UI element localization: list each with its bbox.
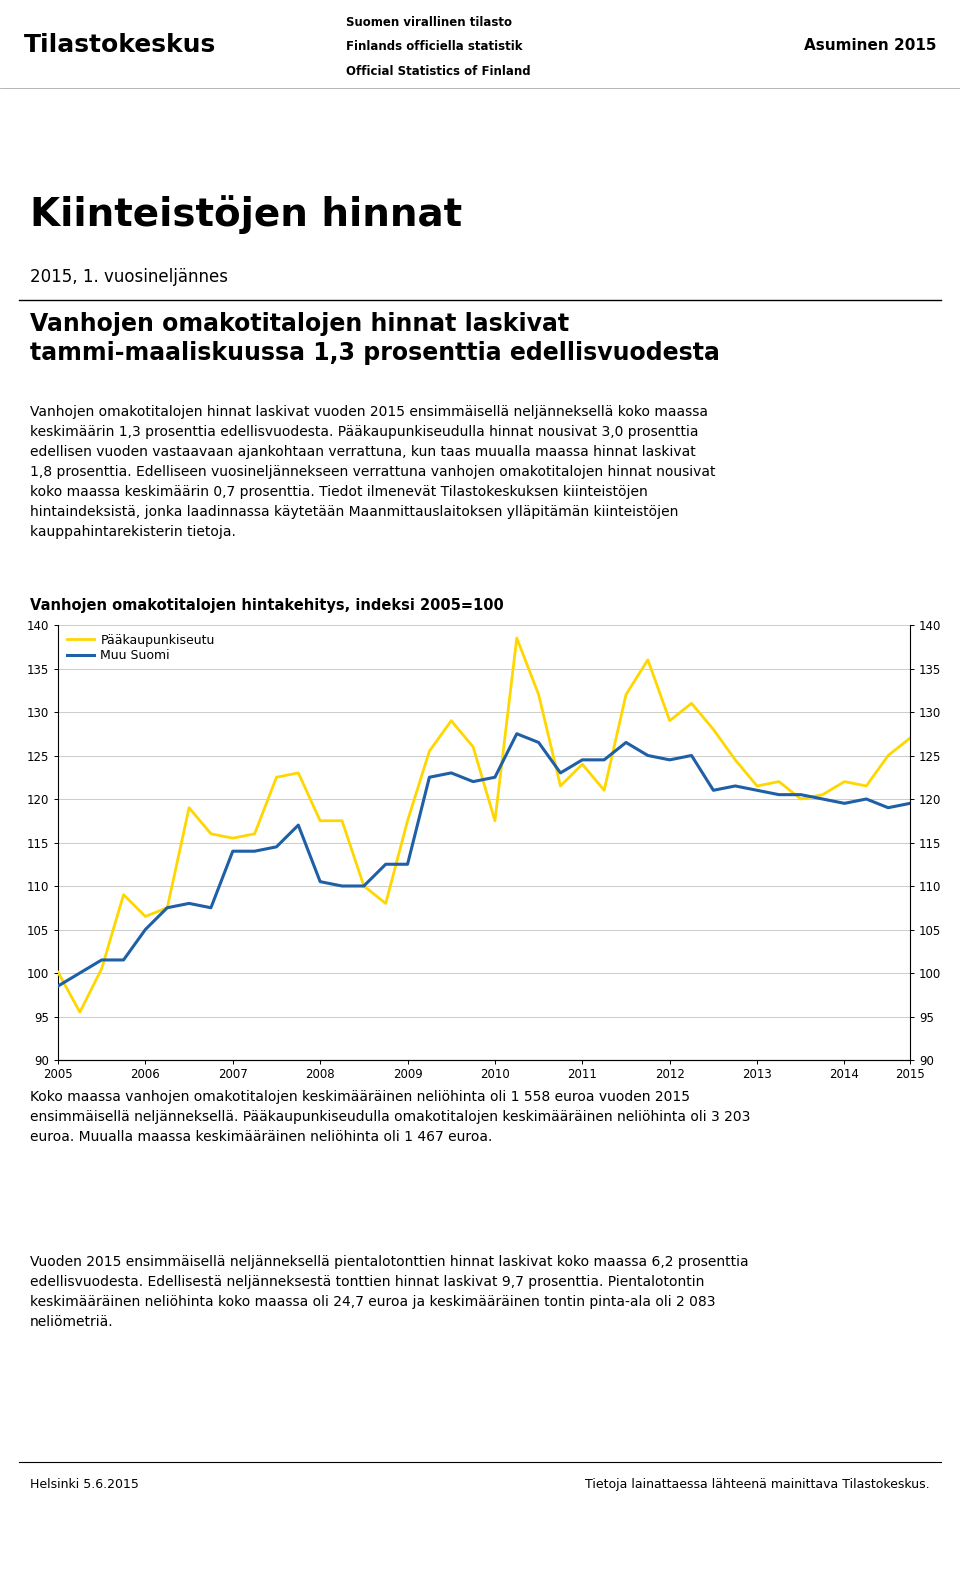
Text: 2015, 1. vuosineljännes: 2015, 1. vuosineljännes [30,267,228,287]
Text: Finlands officiella statistik: Finlands officiella statistik [346,40,522,54]
Text: Helsinki 5.6.2015: Helsinki 5.6.2015 [30,1477,139,1492]
Text: Vanhojen omakotitalojen hintakehitys, indeksi 2005=100: Vanhojen omakotitalojen hintakehitys, in… [30,599,504,613]
Text: Official Statistics of Finland: Official Statistics of Finland [346,65,530,78]
Text: Vanhojen omakotitalojen hinnat laskivat vuoden 2015 ensimmäisellä neljänneksellä: Vanhojen omakotitalojen hinnat laskivat … [30,404,715,540]
Text: Kiinteistöjen hinnat: Kiinteistöjen hinnat [30,194,462,234]
Text: Asuminen 2015: Asuminen 2015 [804,38,936,53]
Text: Vanhojen omakotitalojen hinnat laskivat
tammi-maaliskuussa 1,3 prosenttia edelli: Vanhojen omakotitalojen hinnat laskivat … [30,312,720,365]
Text: Vuoden 2015 ensimmäisellä neljänneksellä pientalotonttien hinnat laskivat koko m: Vuoden 2015 ensimmäisellä neljänneksellä… [30,1254,749,1329]
Legend: Pääkaupunkiseutu, Muu Suomi: Pääkaupunkiseutu, Muu Suomi [64,632,217,665]
Text: Suomen virallinen tilasto: Suomen virallinen tilasto [346,16,512,29]
Text: Tilastokeskus: Tilastokeskus [24,33,216,57]
Text: Tietoja lainattaessa lähteenä mainittava Tilastokeskus.: Tietoja lainattaessa lähteenä mainittava… [586,1477,930,1492]
Text: Koko maassa vanhojen omakotitalojen keskimääräinen neliöhinta oli 1 558 euroa vu: Koko maassa vanhojen omakotitalojen kesk… [30,1091,751,1145]
